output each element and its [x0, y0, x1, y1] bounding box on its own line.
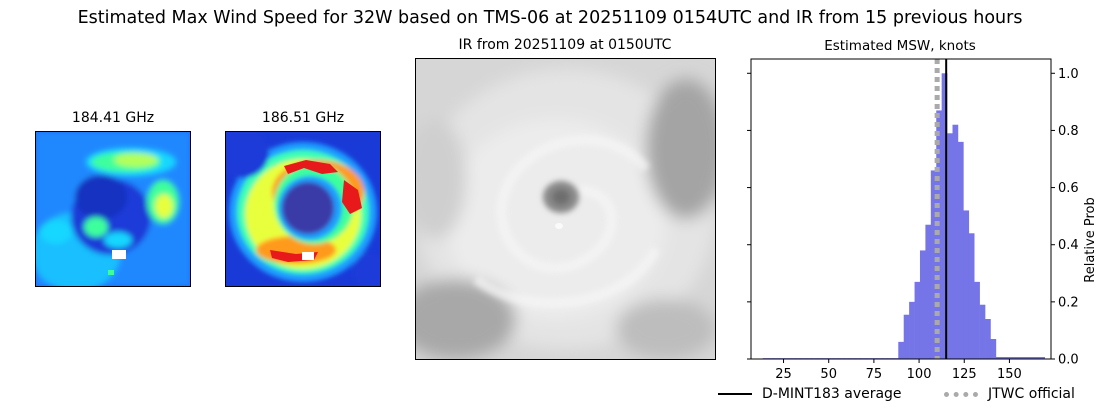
microwave-brightness-map-icon [36, 132, 190, 286]
histogram-bar [974, 281, 980, 359]
y-tick-label: 0.4 [1058, 238, 1079, 253]
infrared-satellite-image-icon [416, 59, 715, 359]
legend-label-dmint: D-MINT183 average [762, 386, 902, 402]
y-tick-label: 0.6 [1058, 181, 1079, 196]
legend-swatch-solid [718, 393, 752, 395]
histogram-bar [979, 304, 986, 359]
histogram-bar [930, 170, 937, 359]
legend-item-dmint: D-MINT183 average [718, 386, 902, 402]
mw2-panel-title: 186.51 GHz [261, 110, 345, 126]
histogram-bar [914, 281, 921, 359]
reference-lines [934, 59, 948, 359]
histogram-bar [1033, 357, 1040, 359]
histogram-bar [1001, 357, 1008, 359]
histogram-bar [968, 233, 975, 359]
histogram-title: Estimated MSW, knots [824, 38, 976, 54]
histogram-bar [903, 314, 910, 359]
x-tick-label: 150 [997, 367, 1022, 382]
x-tick-label: 50 [820, 367, 837, 382]
mw2-image-panel [225, 131, 381, 287]
microwave-brightness-map-icon [226, 132, 380, 286]
y-tick-label: 0.0 [1058, 353, 1079, 368]
x-tick-label: 75 [866, 367, 883, 382]
y-tick-label: 0.8 [1058, 124, 1079, 139]
x-tick-label: 100 [907, 367, 932, 382]
ir-panel-title: IR from 20251109 at 0150UTC [458, 37, 672, 53]
msw-histogram: Estimated MSW, knots 25 50 75 100 125 150 0.0… [747, 38, 1098, 382]
figure-title: Estimated Max Wind Speed for 32W based o… [77, 8, 1023, 28]
plot-frame [750, 58, 1052, 360]
x-tick-label: 25 [775, 367, 792, 382]
y-axis-ticks: 0.0 0.2 0.4 0.6 0.8 1.0 [747, 67, 1079, 368]
histogram-bar [1022, 357, 1029, 359]
histogram-bar [985, 319, 991, 359]
x-axis-ticks: 25 50 75 100 125 150 [775, 359, 1022, 382]
legend-swatch-dotted [944, 391, 978, 397]
ir-image-panel [415, 58, 716, 360]
mw1-panel-title: 184.41 GHz [71, 110, 155, 126]
mw1-image-panel [35, 131, 191, 287]
y-tick-label: 0.2 [1058, 295, 1079, 310]
histogram-bar [909, 301, 915, 359]
chart-legend: D-MINT183 average JTWC official [716, 386, 1100, 408]
histogram-bar [947, 133, 953, 359]
legend-label-jtwc: JTWC official [988, 386, 1075, 402]
histogram-bars [762, 73, 1045, 360]
histogram-bar [1039, 357, 1045, 359]
histogram-bar [919, 250, 926, 359]
histogram-bar [990, 339, 997, 359]
histogram-bar [995, 357, 1002, 359]
y-axis-label: Relative Prob [1083, 197, 1098, 282]
histogram-bar [925, 224, 932, 359]
histogram-bar [963, 210, 970, 359]
histogram-axes [750, 58, 1052, 360]
histogram-bar [957, 141, 964, 359]
histogram-bar [1006, 357, 1013, 359]
histogram-bar [898, 341, 905, 359]
histogram-bar [1012, 357, 1018, 359]
legend-item-jtwc: JTWC official [944, 386, 1075, 402]
y-tick-label: 1.0 [1058, 67, 1079, 82]
histogram-bar [1028, 357, 1035, 359]
histogram-bar [941, 73, 948, 360]
histogram-bar [952, 124, 959, 359]
x-tick-label: 125 [952, 367, 977, 382]
histogram-bar [1017, 357, 1024, 359]
